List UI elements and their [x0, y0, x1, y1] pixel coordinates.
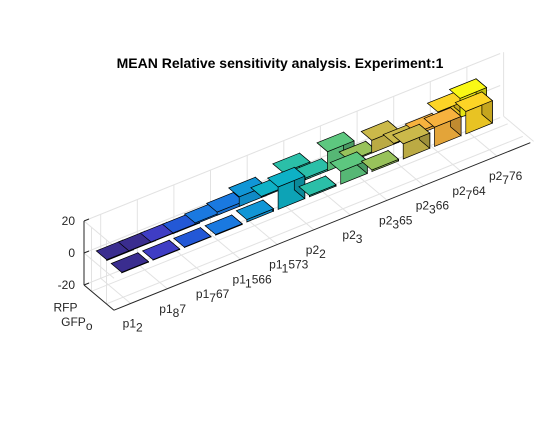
z-tick-label: -20 — [58, 278, 76, 292]
column-tick-label: p2365 — [379, 213, 413, 231]
column-tick-subscript: 7 — [209, 291, 216, 305]
bar-top-face — [316, 131, 355, 153]
column-tick-suffix: 7 — [179, 302, 186, 316]
floor-gridline — [173, 248, 205, 275]
z-tick-label: 0 — [68, 246, 75, 260]
floor-gridline — [466, 130, 498, 157]
column-tick-label: p23 — [342, 228, 362, 246]
column-tick-suffix: 66 — [436, 199, 450, 213]
column-tick-subscript: 2 — [136, 321, 143, 335]
chart-title: MEAN Relative sensitivity analysis. Expe… — [116, 55, 444, 71]
row-tick-subscript: o — [86, 319, 93, 333]
bar-top-face — [272, 152, 311, 174]
floor-gridline — [136, 263, 168, 290]
column-tick-subscript: 7 — [466, 188, 473, 202]
bar-top-face — [392, 123, 431, 145]
row-tick-label: GFPo — [61, 315, 93, 333]
z-tick-mark — [83, 218, 90, 222]
bar-top-face — [360, 150, 400, 171]
bar-top-face — [141, 239, 181, 261]
column-tick-label: p22 — [306, 243, 326, 261]
column-tick-label: p2764 — [452, 184, 486, 202]
floor-gridline — [320, 189, 351, 216]
column-tick-subscript: 3 — [392, 217, 399, 231]
floor-gridline — [283, 204, 315, 231]
column-tick-suffix: 76 — [509, 169, 523, 183]
column-tick-subscript: 8 — [173, 306, 180, 320]
bar-top-face — [173, 227, 212, 248]
bar-top-face — [454, 91, 494, 112]
bar-top-face — [235, 199, 275, 221]
z-tick-mark — [83, 282, 90, 286]
column-tick-suffix: 67 — [216, 287, 230, 301]
floor-gridline — [91, 123, 508, 292]
floor-gridline — [210, 233, 241, 260]
row-tick-label: RFP — [54, 300, 78, 314]
column-tick-label: p11566 — [233, 272, 273, 290]
floor-gridline — [356, 174, 388, 201]
column-tick-subscript: 1 — [282, 262, 289, 276]
column-tick-suffix: 573 — [288, 258, 308, 272]
bar-top-face — [298, 175, 337, 196]
floor-gridline — [100, 277, 132, 304]
column-tick-subscript: 1 — [245, 276, 252, 290]
floor-gridline — [503, 115, 534, 142]
side-wall-gridline — [83, 252, 115, 279]
side-wall-gridline — [83, 220, 115, 247]
column-tick-subscript: 2 — [319, 247, 326, 261]
bar-top-face — [110, 252, 150, 273]
column-tick-label: p2366 — [416, 199, 450, 217]
floor-gridline — [429, 145, 461, 172]
bar-top-face — [266, 166, 306, 188]
floor-gridline — [393, 160, 425, 186]
z-tick-mark — [83, 250, 90, 254]
bar-top-face — [448, 78, 488, 99]
column-tick-subscript: 7 — [502, 173, 509, 187]
y-axis-line — [83, 284, 115, 311]
column-tick-subscript: 3 — [356, 232, 363, 246]
floor-gridline — [246, 218, 278, 245]
bar-top-face — [204, 214, 243, 235]
column-tick-label: p187 — [159, 302, 186, 320]
column-tick-subscript: 3 — [429, 203, 436, 217]
column-tick-label: p12 — [123, 317, 143, 335]
column-tick-suffix: 566 — [252, 272, 272, 286]
floor-gridline — [106, 135, 523, 305]
back-wall-gridline — [83, 53, 501, 222]
column-tick-label: p1767 — [196, 287, 230, 305]
column-tick-label: p2776 — [489, 169, 523, 187]
z-tick-label: 20 — [62, 214, 76, 228]
x-axis-line — [113, 142, 531, 311]
bar-top-face — [423, 107, 462, 128]
column-tick-label: p11573 — [269, 258, 309, 276]
column-tick-suffix: 65 — [399, 213, 413, 227]
column-tick-suffix: 64 — [472, 184, 486, 198]
